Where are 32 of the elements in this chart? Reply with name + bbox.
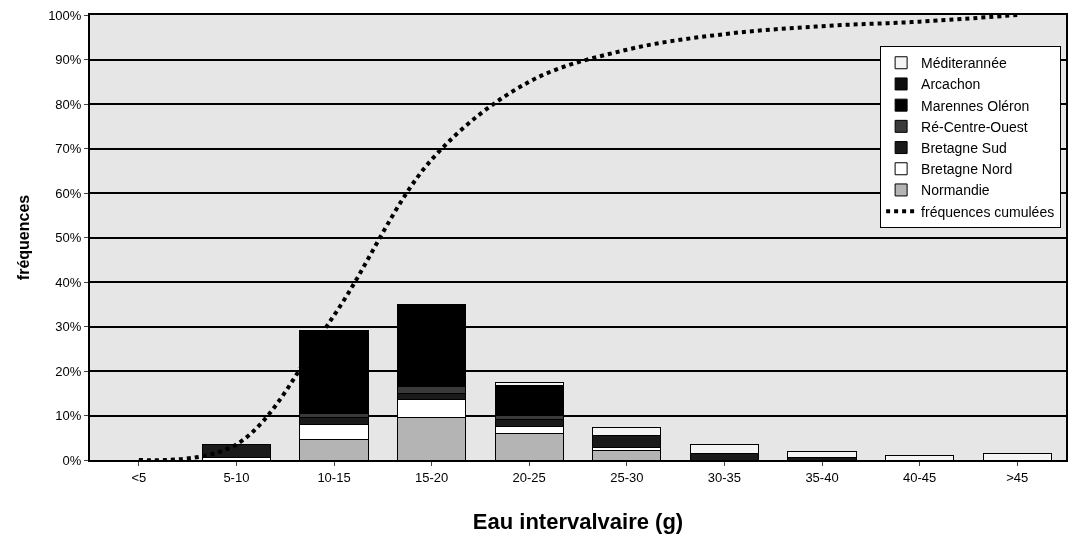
- x-tick-label: 35-40: [805, 469, 839, 485]
- legend-label: Bretagne Nord: [921, 161, 1013, 178]
- x-tick-label: 25-30: [610, 469, 644, 485]
- x-tick-label: >45: [1006, 469, 1029, 485]
- legend-label: Normandie: [921, 182, 990, 199]
- x-tick-label: 5-10: [223, 469, 250, 485]
- y-tick-label: 0%: [62, 452, 82, 468]
- legend-label: Bretagne Sud: [921, 140, 1007, 157]
- y-tick-label: 100%: [48, 7, 82, 23]
- y-tick-label: 30%: [55, 319, 82, 335]
- legend-label: fréquences cumulées: [921, 203, 1055, 220]
- y-tick-label: 40%: [55, 274, 82, 290]
- x-tick-label: 20-25: [512, 469, 546, 485]
- x-tick-label: 15-20: [414, 469, 449, 485]
- y-tick-label: 60%: [55, 185, 82, 201]
- x-axis-title: Eau intervalvaire (g): [472, 509, 684, 534]
- y-tick-label: 20%: [55, 363, 82, 379]
- x-tick-label: 10-15: [317, 469, 351, 485]
- y-tick-label: 80%: [55, 96, 82, 112]
- legend-label: Méditerannée: [921, 55, 1007, 72]
- y-tick-label: 70%: [55, 141, 82, 157]
- legend-label: Ré-Centre-Ouest: [921, 118, 1028, 135]
- x-tick-label: 40-45: [902, 469, 937, 485]
- y-axis-title: fréquences: [14, 194, 32, 281]
- bar: [787, 451, 857, 459]
- y-tick-label: 10%: [55, 408, 82, 424]
- x-tick-label: 30-35: [707, 469, 742, 485]
- legend-label: Marennes Oléron: [921, 97, 1030, 114]
- legend-label: Arcachon: [921, 76, 981, 93]
- x-tick-label: <5: [131, 469, 147, 485]
- y-tick-label: 90%: [55, 52, 82, 68]
- y-tick-label: 50%: [55, 230, 82, 246]
